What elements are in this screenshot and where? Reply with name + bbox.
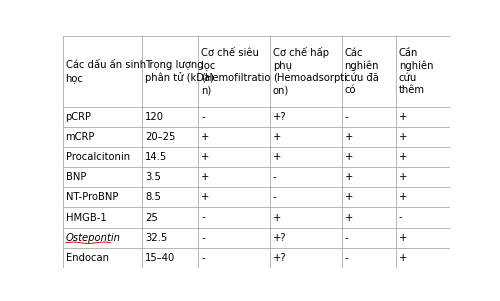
Text: Các dấu ấn sinh
học: Các dấu ấn sinh học [66,60,146,83]
Text: 3.5: 3.5 [145,172,161,182]
Text: 14.5: 14.5 [145,152,168,162]
Text: -: - [201,253,205,263]
Text: pCRP: pCRP [66,112,92,122]
Text: +: + [273,132,281,142]
Text: +: + [273,213,281,222]
Text: Cơ chế hấp
phụ
(Hemoadsorpti
on): Cơ chế hấp phụ (Hemoadsorpti on) [273,47,347,95]
Text: Trọng lượng
phân tử (kDa): Trọng lượng phân tử (kDa) [145,60,214,83]
Text: Các
nghiên
cứu đã
có: Các nghiên cứu đã có [344,48,379,95]
Text: +: + [201,132,209,142]
Text: +: + [344,213,353,222]
Text: +: + [399,112,407,122]
Text: +: + [344,132,353,142]
Text: -: - [201,213,205,222]
Text: 20–25: 20–25 [145,132,176,142]
Text: BNP: BNP [66,172,86,182]
Text: +: + [399,233,407,243]
Text: +?: +? [273,112,286,122]
Text: 32.5: 32.5 [145,233,168,243]
Text: +: + [399,253,407,263]
Text: 25: 25 [145,213,158,222]
Text: +: + [399,192,407,202]
Text: +: + [399,152,407,162]
Text: Endocan: Endocan [66,253,108,263]
Text: -: - [273,172,276,182]
Text: -: - [344,233,348,243]
Text: +?: +? [273,233,286,243]
Text: -: - [201,233,205,243]
Text: +: + [201,152,209,162]
Text: +: + [344,192,353,202]
Text: Procalcitonin: Procalcitonin [66,152,130,162]
Text: +: + [201,192,209,202]
Text: 120: 120 [145,112,164,122]
Text: -: - [344,253,348,263]
Text: -: - [344,112,348,122]
Text: NT-ProBNP: NT-ProBNP [66,192,118,202]
Text: +: + [344,152,353,162]
Text: mCRP: mCRP [66,132,95,142]
Text: +: + [201,172,209,182]
Text: -: - [399,213,402,222]
Text: +?: +? [273,253,286,263]
Text: +: + [399,132,407,142]
Text: Cơ chế siêu
lọc
(Hemofiltratio
n): Cơ chế siêu lọc (Hemofiltratio n) [201,48,270,95]
Text: 15–40: 15–40 [145,253,176,263]
Text: -: - [273,192,276,202]
Text: 8.5: 8.5 [145,192,161,202]
Text: +: + [273,152,281,162]
Text: Cần
nghiên
cứu
thêm: Cần nghiên cứu thêm [399,48,434,95]
Text: +: + [399,172,407,182]
Text: +: + [344,172,353,182]
Text: HMGB-1: HMGB-1 [66,213,106,222]
Text: -: - [201,112,205,122]
Text: Ostepontin: Ostepontin [66,233,120,243]
